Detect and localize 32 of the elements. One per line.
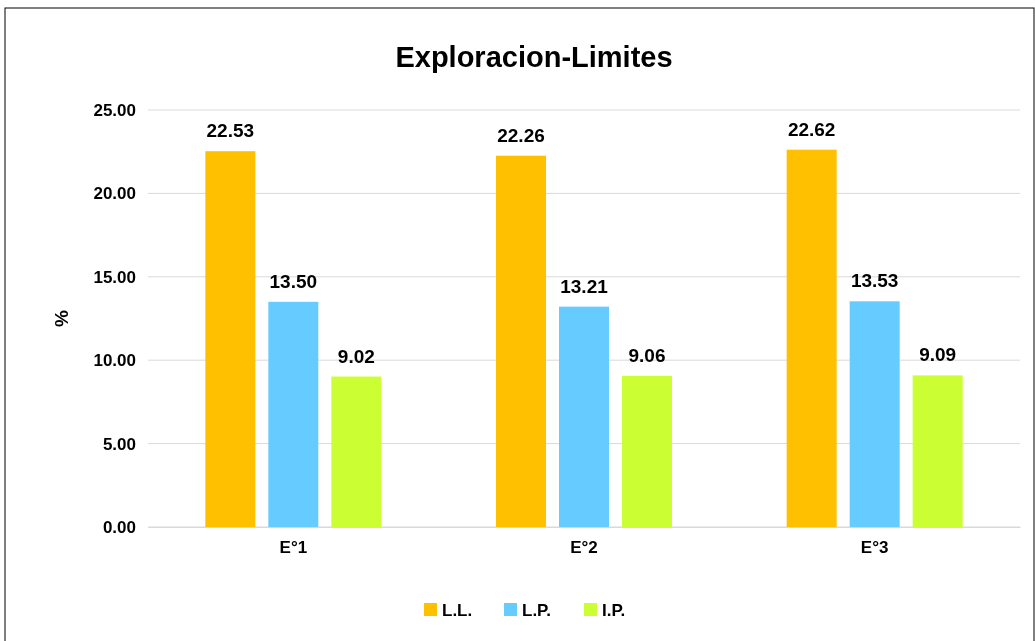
bar: [205, 151, 256, 527]
legend-label: L.P.: [522, 601, 551, 620]
x-tick-label: E°2: [570, 538, 598, 558]
chart-title: Exploracion-Limites: [395, 41, 673, 73]
data-label: 9.09: [919, 344, 957, 366]
data-label: 13.21: [560, 275, 609, 297]
legend-label: I.P.: [602, 601, 626, 620]
bar: [849, 301, 900, 527]
bar: [331, 376, 382, 527]
data-label: 22.53: [206, 120, 255, 142]
legend-label: L.L.: [442, 601, 473, 620]
y-tick-label: 20.00: [93, 184, 136, 204]
bar: [622, 375, 672, 527]
data-label: 22.62: [787, 118, 836, 140]
y-tick-label: 5.00: [102, 434, 136, 454]
bar: [559, 306, 609, 527]
data-label: 9.06: [628, 344, 666, 366]
y-tick-label: 0.00: [102, 517, 136, 537]
x-tick-label: E°1: [279, 538, 308, 558]
bar: [786, 149, 837, 527]
y-axis-title: %: [51, 309, 72, 327]
bar: [268, 301, 319, 527]
data-label: 13.50: [269, 270, 318, 292]
bar: [912, 375, 963, 527]
data-label: 13.53: [850, 270, 899, 292]
data-label: 22.26: [497, 124, 545, 146]
bar: [496, 155, 546, 527]
data-label: 9.02: [337, 345, 375, 367]
x-tick-label: E°3: [860, 538, 889, 558]
y-tick-label: 10.00: [93, 351, 136, 371]
y-tick-label: 25.00: [93, 100, 136, 120]
y-tick-label: 15.00: [93, 267, 136, 287]
